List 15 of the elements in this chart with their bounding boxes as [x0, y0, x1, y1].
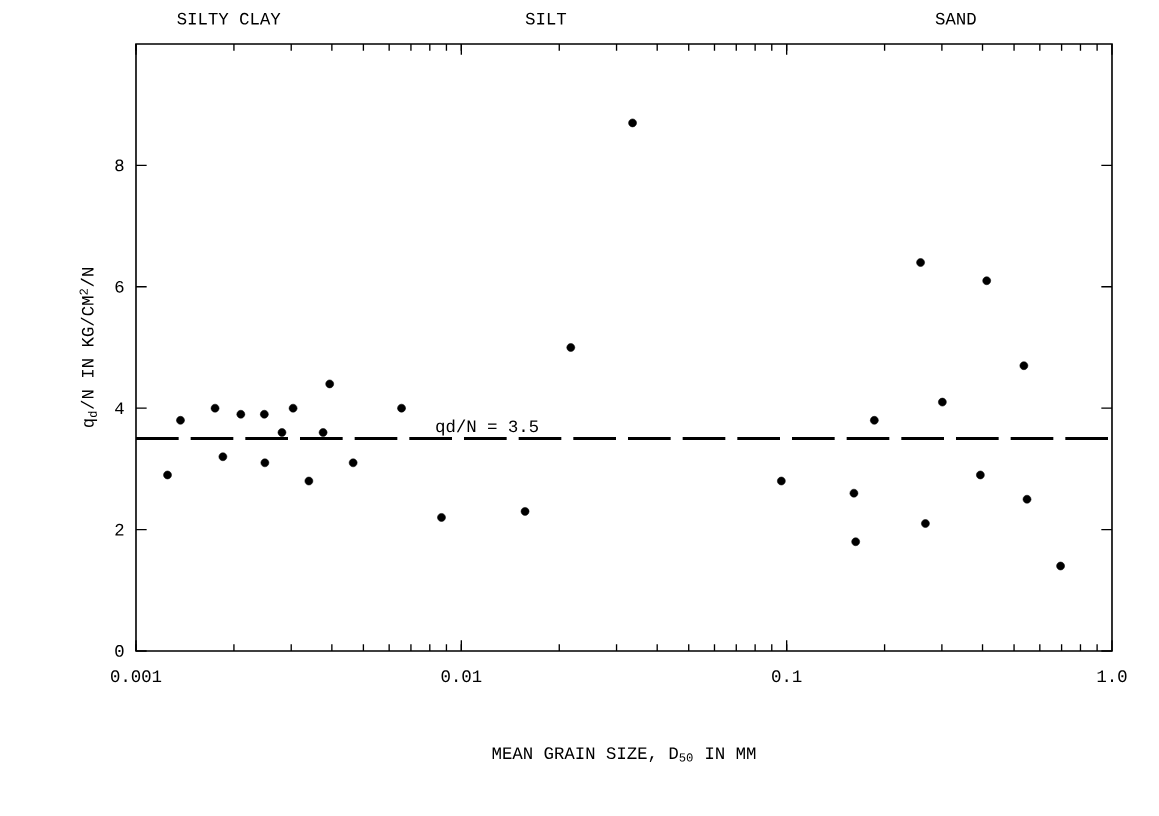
text: SAND [935, 12, 976, 25]
text: SILTY CLAY [177, 12, 281, 25]
x-tick-label: 0.01 [441, 670, 482, 683]
x-axis-title: MEAN GRAIN SIZE, D$_{50}$ IN MM [492, 747, 756, 762]
y-tick-label: 6 [115, 280, 124, 293]
y-tick-label: 2 [115, 523, 124, 536]
y-tick-label: 0 [115, 645, 124, 657]
text: SILT [525, 12, 567, 25]
ref-line-label: qd/N = 3.5 [436, 419, 538, 436]
x-tick-label: 0.001 [111, 670, 162, 683]
y-axis-title: q$_{d}$/N IN KG/CM$^{2}$/N [79, 268, 98, 428]
x-tick-label: 0.1 [772, 670, 802, 683]
y-tick-label: 4 [115, 402, 124, 414]
x-tick-label: 1.0 [1097, 670, 1127, 683]
y-tick-label: 8 [115, 159, 124, 172]
